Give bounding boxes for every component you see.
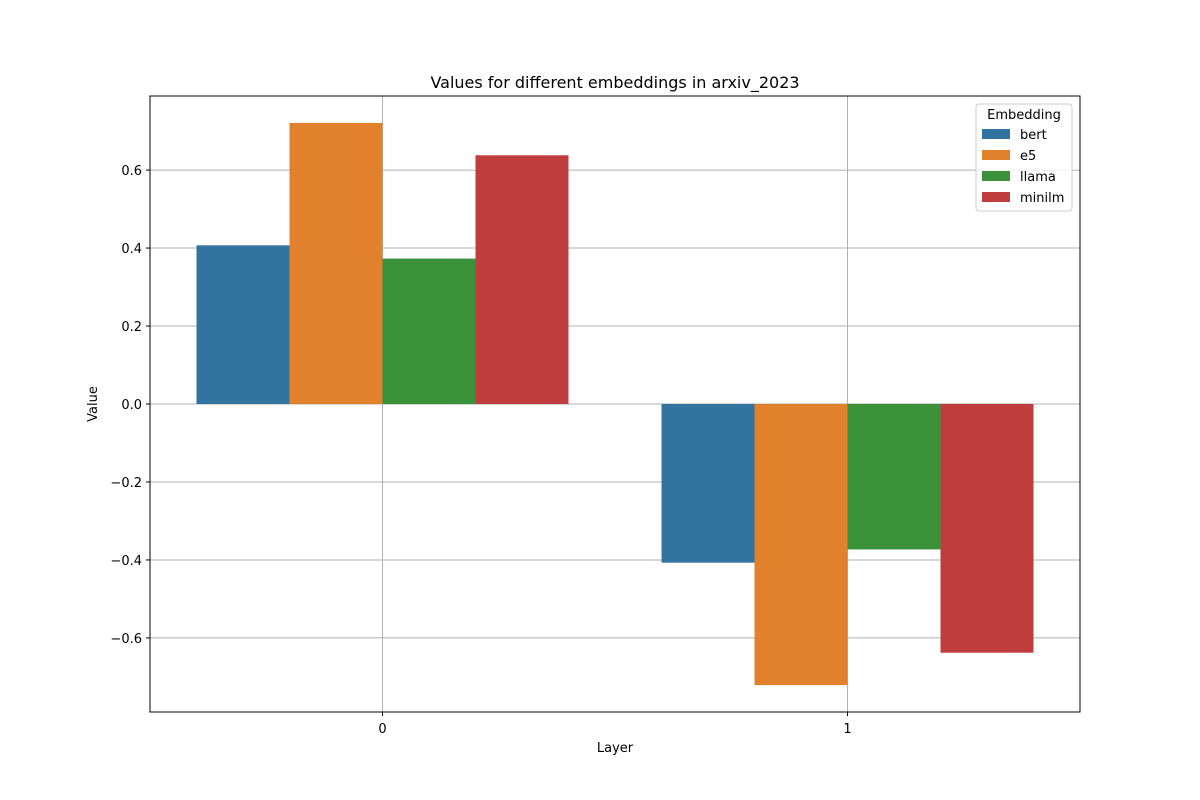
y-tick-label: 0.2 xyxy=(121,320,142,335)
chart-title: Values for different embeddings in arxiv… xyxy=(430,73,799,93)
y-tick-label: 0.4 xyxy=(121,242,142,257)
bar-minilm-layer-1 xyxy=(940,404,1034,653)
bar-minilm-layer-0 xyxy=(475,155,569,404)
bar-llama-layer-1 xyxy=(847,404,941,550)
x-tick-label: 1 xyxy=(843,722,851,737)
legend-label-e5: e5 xyxy=(1020,149,1036,164)
bar-bert-layer-1 xyxy=(661,404,755,563)
legend-swatch-minilm xyxy=(982,192,1010,202)
bars xyxy=(196,122,1034,686)
plot-frame xyxy=(149,95,1081,713)
bar-e5-layer-0 xyxy=(289,122,383,404)
bar-bert-layer-0 xyxy=(196,245,290,404)
legend-label-llama: llama xyxy=(1020,170,1056,185)
legend-label-bert: bert xyxy=(1020,128,1047,143)
bar-llama-layer-0 xyxy=(382,258,476,404)
y-axis-label: Value xyxy=(86,386,101,422)
legend-swatch-e5 xyxy=(982,150,1010,160)
y-tick-label: 0.0 xyxy=(121,398,142,413)
legend-swatch-llama xyxy=(982,171,1010,181)
bar-e5-layer-1 xyxy=(754,404,848,686)
x-axis-label: Layer xyxy=(597,741,634,756)
y-tick-label: −0.4 xyxy=(110,554,142,569)
y-tick-label: −0.2 xyxy=(110,476,142,491)
legend-swatch-bert xyxy=(982,129,1010,139)
y-tick-label: 0.6 xyxy=(121,164,142,179)
x-tick-label: 0 xyxy=(378,722,386,737)
legend-title: Embedding xyxy=(987,108,1061,123)
legend: Embedding bert e5 llama minilm xyxy=(975,103,1073,212)
legend-label-minilm: minilm xyxy=(1020,191,1064,206)
axis-ticks: −0.6 −0.4 −0.2 0.0 0.2 0.4 0.6 0 1 xyxy=(110,164,851,737)
y-tick-label: −0.6 xyxy=(110,632,142,647)
